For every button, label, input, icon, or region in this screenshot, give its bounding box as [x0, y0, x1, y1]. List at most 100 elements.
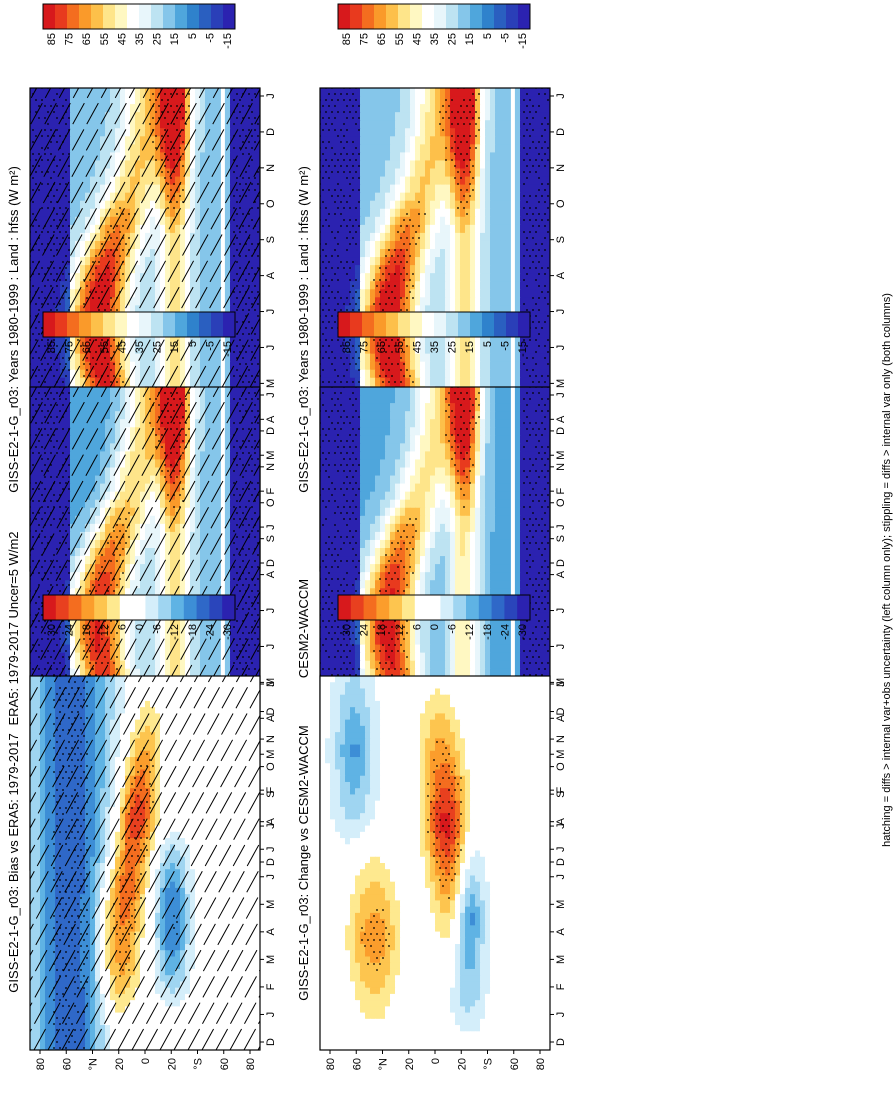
heatmap-cell — [65, 289, 71, 298]
stipple-dot — [41, 207, 43, 209]
heatmap-cell — [130, 136, 136, 145]
heatmap-cell — [440, 160, 446, 169]
heatmap-cell — [160, 144, 166, 153]
heatmap-cell — [380, 88, 386, 97]
heatmap-cell — [60, 96, 66, 105]
heatmap-cell — [465, 217, 471, 226]
heatmap-cell — [135, 88, 141, 97]
heatmap-cell — [250, 136, 256, 145]
stipple-dot — [242, 153, 244, 155]
heatmap-cell — [515, 120, 521, 129]
heatmap-cell — [365, 128, 371, 137]
colorbar-swatch — [127, 4, 139, 29]
heatmap-cell — [130, 104, 136, 113]
stipple-dot — [38, 369, 40, 371]
stipple-dot — [233, 147, 235, 149]
heatmap-cell — [500, 233, 506, 242]
heatmap-cell — [395, 177, 401, 186]
heatmap-cell — [520, 169, 526, 178]
heatmap-cell — [375, 193, 381, 202]
heatmap-cell — [475, 225, 481, 234]
heatmap-cell — [80, 160, 86, 169]
heatmap-cell — [460, 144, 466, 153]
heatmap-cell — [210, 209, 216, 218]
stipple-dot — [95, 375, 97, 377]
heatmap-cell — [225, 209, 231, 218]
heatmap-cell — [185, 225, 191, 234]
heatmap-cell — [525, 209, 531, 218]
heatmap-cell — [110, 201, 116, 210]
stipple-dot — [92, 381, 94, 383]
heatmap-cell — [30, 136, 36, 145]
heatmap-cell — [75, 354, 81, 363]
heatmap-cell — [380, 249, 386, 258]
heatmap-cell — [500, 152, 506, 161]
heatmap-cell — [180, 241, 186, 250]
heatmap-cell — [30, 321, 36, 330]
heatmap-cell — [155, 281, 161, 290]
heatmap-cell — [120, 217, 126, 226]
stipple-dot — [125, 243, 127, 245]
heatmap-cell — [135, 289, 141, 298]
heatmap-cell — [495, 233, 501, 242]
month-tick-label: N — [265, 164, 277, 172]
heatmap-cell — [435, 193, 441, 202]
stipple-dot — [65, 183, 67, 185]
heatmap-cell — [330, 193, 336, 202]
heatmap-cell — [540, 241, 546, 250]
heatmap-cell — [130, 249, 136, 258]
heatmap-cell — [380, 257, 386, 266]
heatmap-cell — [200, 128, 206, 137]
heatmap-cell — [195, 265, 201, 274]
heatmap-cell — [330, 217, 336, 226]
heatmap-cell — [165, 265, 171, 274]
heatmap-cell — [360, 104, 366, 113]
heatmap-cell — [230, 241, 236, 250]
heatmap-cell — [425, 96, 431, 105]
heatmap-cell — [45, 281, 51, 290]
heatmap-cell — [235, 169, 241, 178]
stipple-dot — [56, 297, 58, 299]
heatmap-cell — [525, 241, 531, 250]
hatch-line — [555, 88, 821, 571]
heatmap-cell — [455, 88, 461, 97]
heatmap-cell — [485, 104, 491, 113]
heatmap-cell — [375, 249, 381, 258]
heatmap-cell — [515, 160, 521, 169]
heatmap-cell — [75, 128, 81, 137]
heatmap-cell — [190, 144, 196, 153]
heatmap-cell — [400, 144, 406, 153]
heatmap-cell — [480, 88, 486, 97]
stipple-dot — [257, 339, 259, 341]
stipple-dot — [239, 339, 241, 341]
heatmap-cell — [125, 136, 131, 145]
stipple-dot — [248, 285, 250, 287]
stipple-dot — [248, 345, 250, 347]
stipple-dot — [65, 363, 67, 365]
heatmap-cell — [165, 378, 171, 387]
colorbar-swatch — [79, 4, 91, 29]
heatmap-cell — [230, 209, 236, 218]
heatmap-cell — [375, 152, 381, 161]
heatmap-cell — [60, 362, 66, 371]
heatmap-cell — [135, 152, 141, 161]
heatmap-cell — [75, 249, 81, 258]
colorbar-swatch — [175, 4, 187, 29]
heatmap-cell — [90, 169, 96, 178]
heatmap-cell — [360, 144, 366, 153]
heatmap-cell — [445, 128, 451, 137]
heatmap-cell — [200, 177, 206, 186]
heatmap-cell — [535, 233, 541, 242]
stipple-dot — [236, 189, 238, 191]
stipple-dot — [35, 159, 37, 161]
stipple-dot — [41, 159, 43, 161]
stipple-dot — [257, 291, 259, 293]
heatmap-cell — [325, 88, 331, 97]
heatmap-cell — [150, 88, 156, 97]
heatmap-cell — [125, 378, 131, 387]
heatmap-cell — [250, 362, 256, 371]
hatch-line — [541, 88, 807, 571]
stipple-dot — [173, 159, 175, 161]
stipple-dot — [68, 309, 70, 311]
stipple-dot — [239, 375, 241, 377]
